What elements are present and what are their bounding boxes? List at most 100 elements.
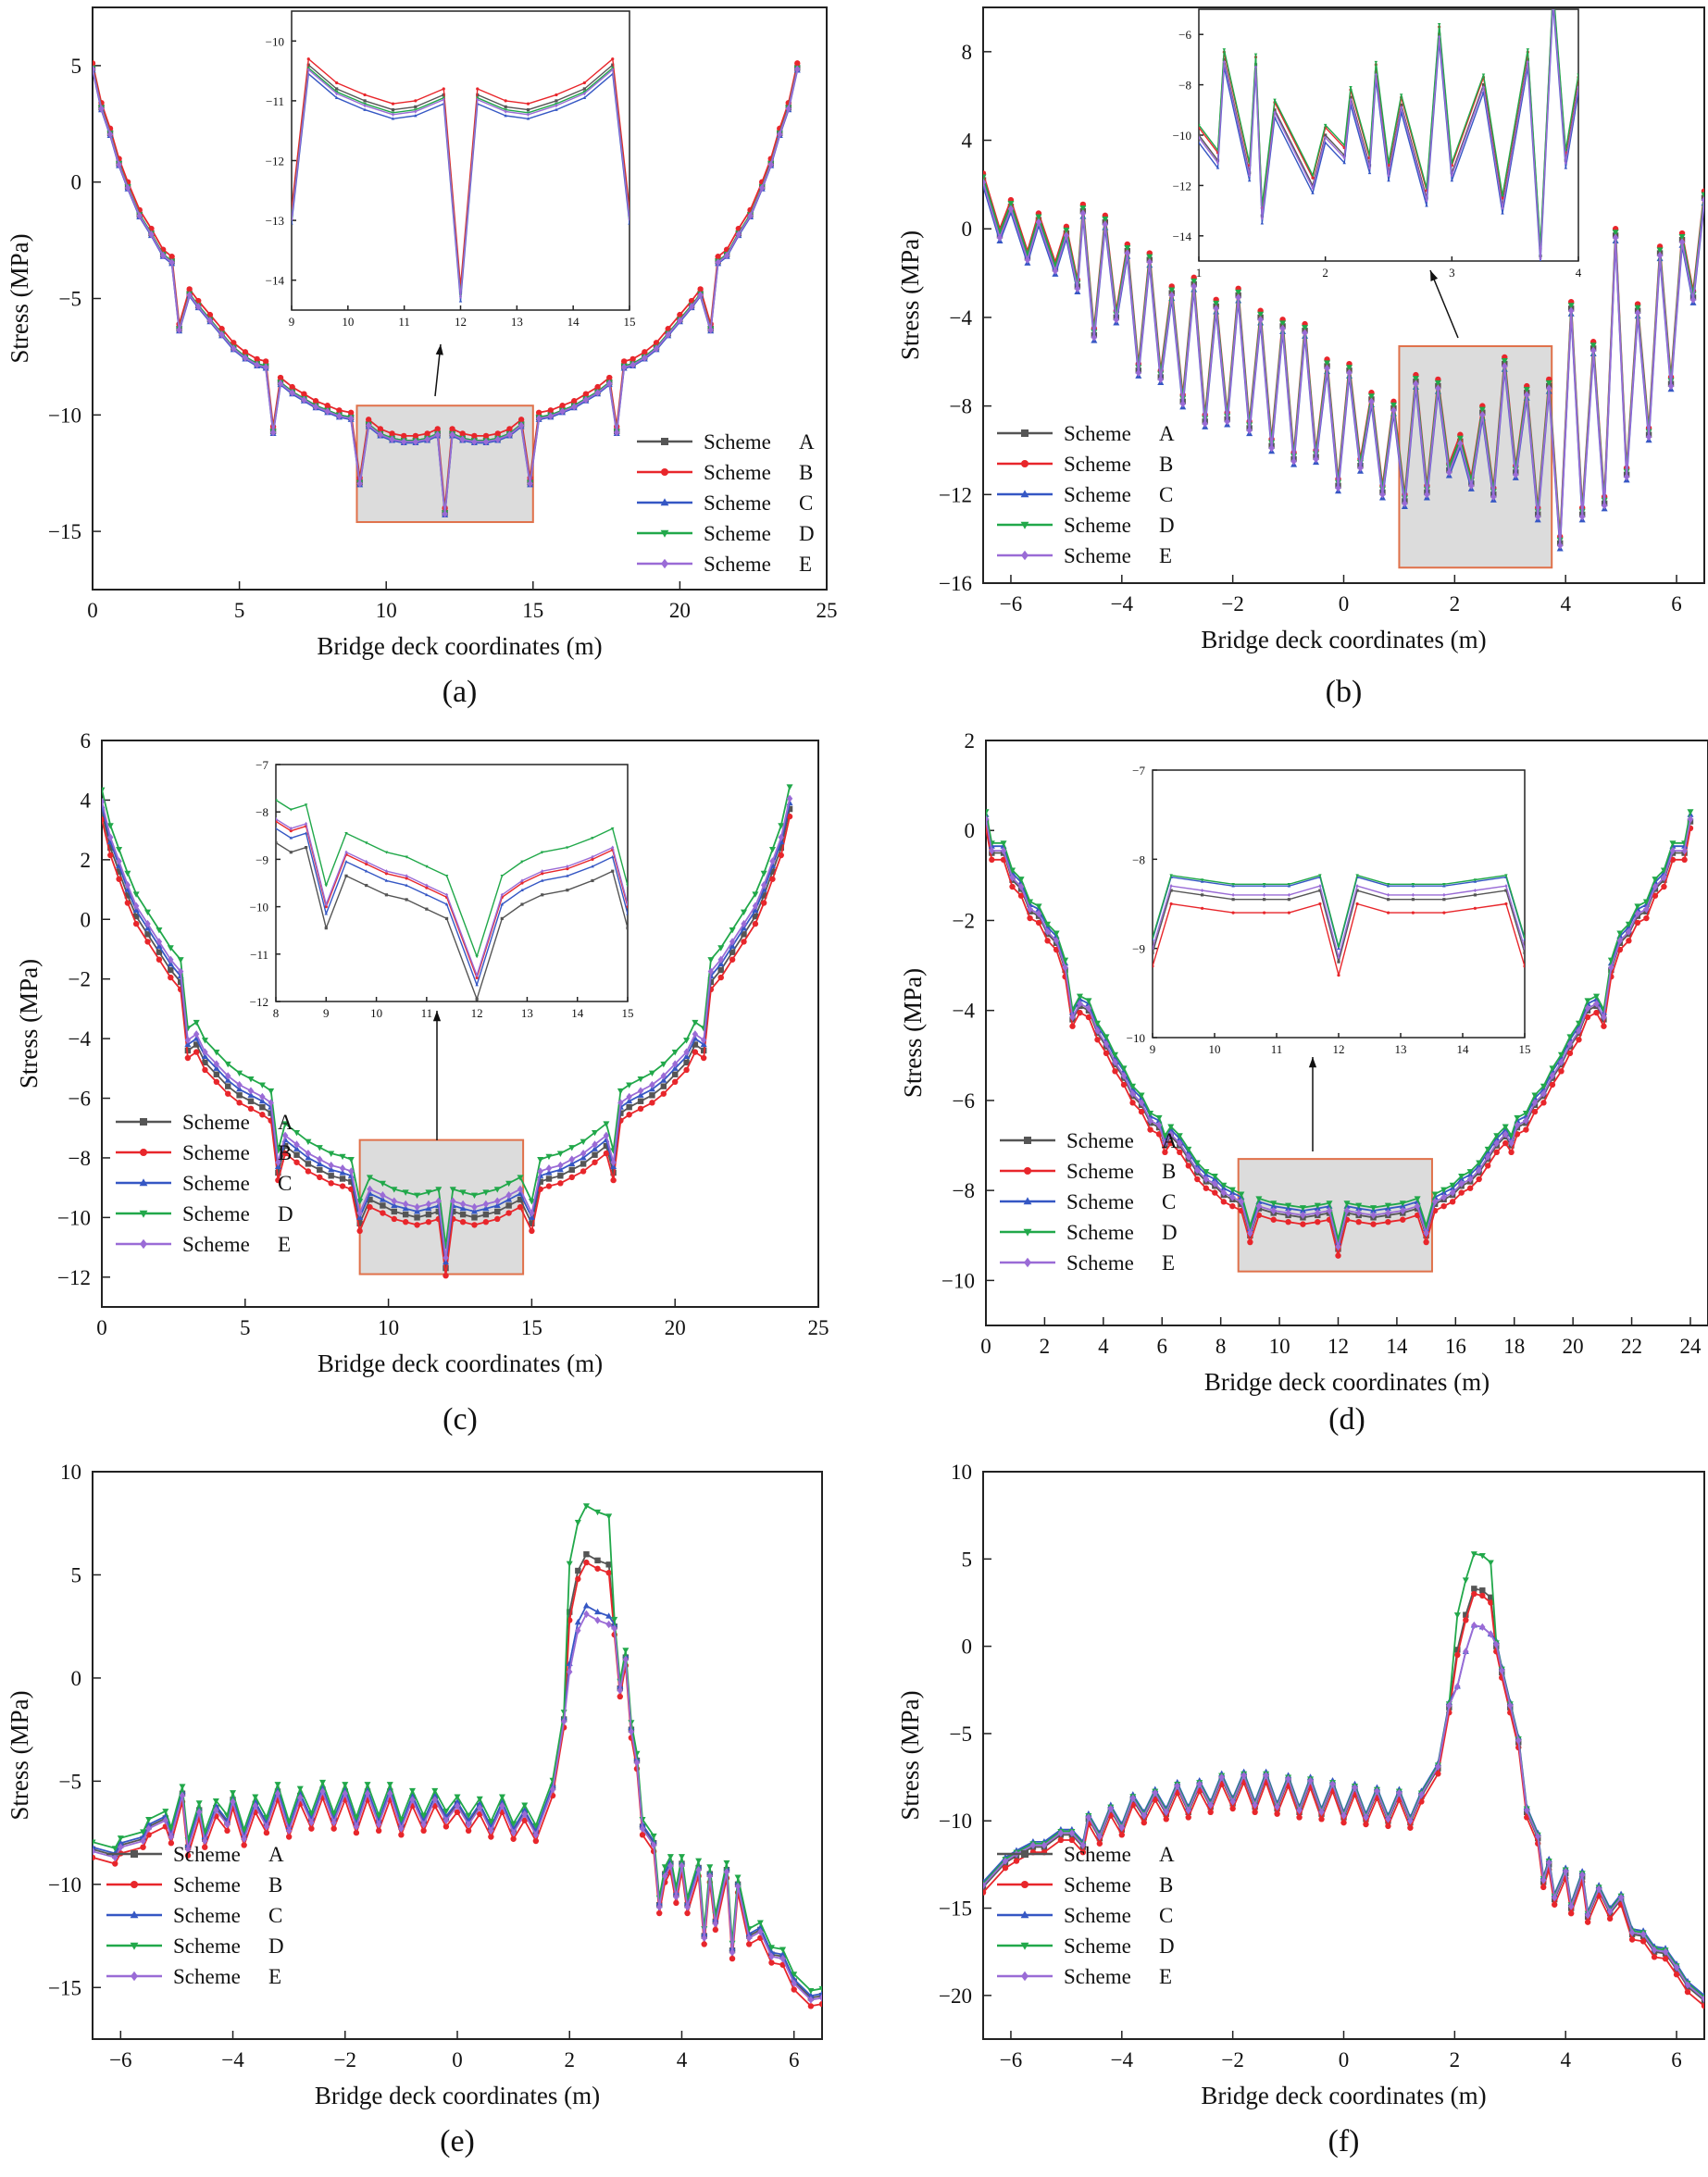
data-point xyxy=(1473,888,1477,893)
legend-scheme-id: D xyxy=(799,522,815,545)
x-tick-label: 16 xyxy=(1445,1335,1466,1358)
data-point xyxy=(712,1926,719,1934)
data-point xyxy=(717,960,725,967)
data-point xyxy=(414,1222,420,1228)
data-point xyxy=(224,1821,231,1829)
data-point xyxy=(1418,1790,1425,1799)
y-tick-label: −12 xyxy=(57,1266,91,1289)
legend-item-scheme-c: Scheme C xyxy=(1000,1190,1176,1213)
data-point xyxy=(1201,906,1204,910)
data-point xyxy=(1260,221,1265,225)
data-point xyxy=(144,939,151,945)
legend-label: Scheme xyxy=(1064,1934,1131,1958)
data-point xyxy=(1174,1782,1180,1790)
data-point xyxy=(493,1201,501,1209)
data-point xyxy=(1374,60,1378,65)
data-point xyxy=(1634,910,1641,918)
data-point xyxy=(504,99,507,103)
legend-scheme-id: B xyxy=(1159,453,1173,476)
legend-scheme-id: B xyxy=(1162,1160,1176,1183)
data-point xyxy=(498,1794,506,1800)
y-tick-label: −11 xyxy=(250,948,268,962)
data-point xyxy=(1290,457,1297,466)
data-point xyxy=(1196,1780,1203,1788)
data-point xyxy=(1343,1200,1351,1207)
data-point xyxy=(425,1204,432,1212)
data-point xyxy=(526,117,530,120)
data-point xyxy=(1634,308,1641,317)
data-point xyxy=(116,868,122,875)
data-point xyxy=(661,1864,668,1871)
x-tick-label: 2 xyxy=(1322,266,1328,280)
data-point xyxy=(1526,48,1530,52)
legend-scheme-id: E xyxy=(799,553,812,576)
inset-background xyxy=(276,765,628,1001)
data-point xyxy=(386,1782,393,1788)
data-point xyxy=(1163,1808,1169,1816)
data-point xyxy=(1112,1068,1118,1075)
data-point xyxy=(1077,1000,1083,1008)
data-point xyxy=(555,107,558,111)
data-point xyxy=(1593,1009,1600,1016)
data-point xyxy=(184,1036,192,1044)
data-point xyxy=(767,1945,775,1951)
data-point xyxy=(1681,846,1688,855)
data-point xyxy=(1476,1166,1482,1175)
data-point xyxy=(384,851,389,854)
data-point xyxy=(1476,1160,1483,1166)
data-point xyxy=(760,881,767,889)
data-point xyxy=(482,432,490,440)
data-point xyxy=(1255,1202,1263,1211)
data-point xyxy=(1279,324,1286,333)
data-point xyxy=(692,1049,699,1055)
data-point xyxy=(458,294,463,299)
data-point xyxy=(1539,262,1542,265)
data-point xyxy=(231,340,237,346)
data-point xyxy=(1479,1587,1486,1594)
data-point xyxy=(482,1219,490,1225)
data-point xyxy=(377,430,384,439)
legend-scheme-id: E xyxy=(278,1233,291,1256)
data-point xyxy=(1138,1092,1145,1099)
data-point xyxy=(380,1191,386,1200)
data-point xyxy=(297,1794,304,1802)
data-point xyxy=(1343,1206,1351,1215)
data-point xyxy=(1311,191,1315,194)
data-point xyxy=(769,876,776,882)
data-point xyxy=(1111,1051,1119,1059)
data-point xyxy=(1476,1176,1482,1183)
legend-swatch-marker xyxy=(1020,490,1029,498)
y-axis-label: Stress (MPa) xyxy=(15,959,43,1088)
data-point xyxy=(626,1097,633,1104)
data-point xyxy=(1701,195,1704,205)
data-point xyxy=(1456,435,1464,442)
data-point xyxy=(1481,85,1486,90)
data-point xyxy=(777,130,783,139)
data-point xyxy=(225,1090,231,1097)
data-point xyxy=(319,1787,326,1796)
data-point xyxy=(347,414,355,423)
data-point xyxy=(285,1826,293,1835)
legend-swatch-marker xyxy=(1020,1910,1029,1919)
data-point xyxy=(580,1138,587,1146)
data-point xyxy=(1450,179,1454,182)
series-line xyxy=(276,799,628,958)
data-point xyxy=(1578,513,1586,521)
data-point xyxy=(517,417,525,423)
data-point xyxy=(1355,884,1359,889)
data-point xyxy=(557,1173,564,1179)
data-point xyxy=(1342,161,1346,165)
data-point xyxy=(1002,1864,1009,1872)
legend-swatch-marker xyxy=(139,1210,148,1218)
data-point xyxy=(98,105,105,113)
data-point xyxy=(443,1264,449,1272)
data-point xyxy=(1352,1784,1358,1792)
data-point xyxy=(305,1154,312,1161)
data-point xyxy=(1153,964,1154,968)
x-tick-label: 15 xyxy=(521,1316,542,1339)
data-point xyxy=(1493,1138,1500,1148)
x-tick-label: 12 xyxy=(1328,1335,1349,1358)
data-point xyxy=(213,1071,220,1077)
data-point xyxy=(1431,1198,1439,1206)
data-point xyxy=(1566,1050,1574,1057)
